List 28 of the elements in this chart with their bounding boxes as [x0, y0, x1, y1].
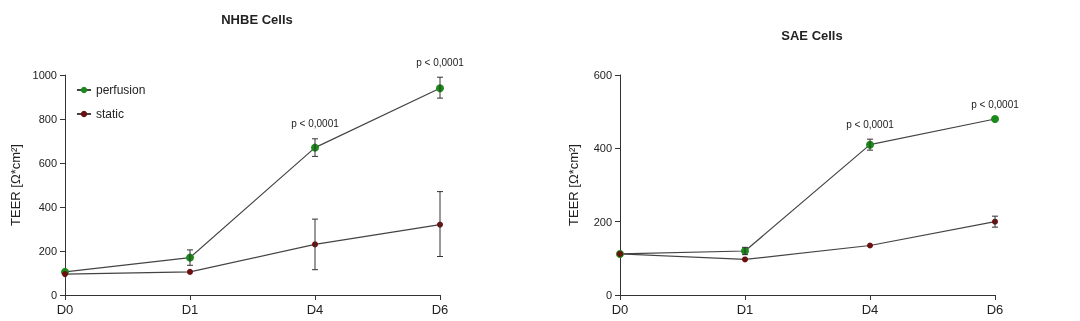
annotation: p < 0,0001 [291, 118, 340, 130]
text: p < 0,0001 [416, 56, 465, 68]
x-tick-label: D4 [861, 302, 879, 317]
x-tick-label: D6 [431, 302, 449, 317]
y-tick-label: 200 [593, 215, 612, 228]
x-tick-label: D1 [736, 302, 754, 317]
y-tick-label: 0 [50, 289, 57, 301]
y-axis-title: TEER [Ω*cm²] [566, 144, 581, 226]
x-tick-label: D0 [56, 302, 74, 317]
y-tick-label: 200 [38, 245, 57, 257]
y-tick-label: 600 [38, 157, 57, 169]
legend-label: static [96, 107, 125, 121]
y-tick-label: 1000 [32, 69, 57, 81]
legend-label: perfusion [96, 83, 146, 97]
y-tick-label: 400 [38, 201, 57, 213]
annotation: p < 0,0001 [846, 118, 895, 130]
y-tick-label: 600 [593, 69, 612, 81]
y-tick-label: 800 [38, 113, 57, 125]
annotation: p < 0,0001 [971, 98, 1020, 110]
chart-title: SAE Cells [781, 28, 843, 43]
x-tick-label: D4 [306, 302, 324, 317]
x-tick-label: D1 [181, 302, 199, 317]
y-tick-label: 400 [593, 142, 612, 155]
x-tick-label: D6 [986, 302, 1004, 317]
y-axis-title: TEER [Ω*cm²] [7, 144, 23, 226]
chart-title: NHBE Cells [221, 12, 293, 27]
y-tick-label: 0 [605, 289, 612, 301]
x-tick-label: D0 [611, 302, 629, 317]
